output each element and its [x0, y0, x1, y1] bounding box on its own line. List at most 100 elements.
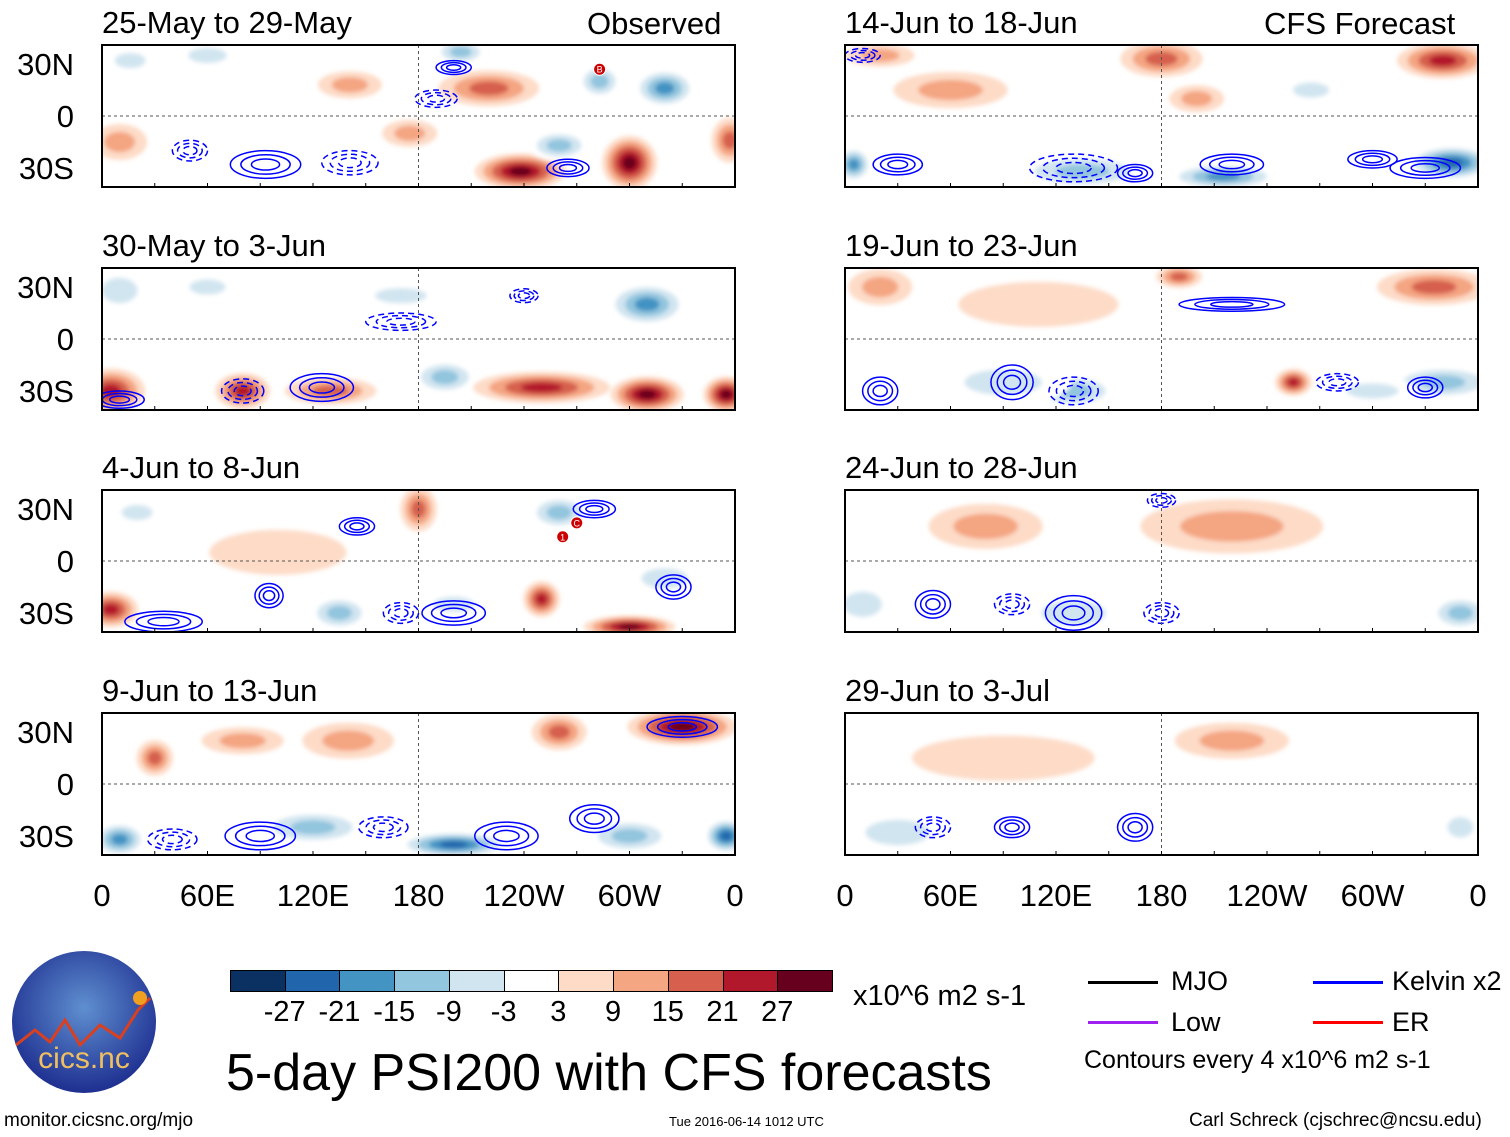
kelvin-contour [1347, 149, 1398, 169]
kelvin-contour [229, 149, 302, 180]
colorbar-swatch [284, 970, 341, 992]
kelvin-contour [1004, 822, 1020, 833]
colorbar-label: -15 [373, 996, 416, 1028]
lon-label: 120E [1019, 878, 1093, 913]
kelvin-contour [849, 49, 876, 61]
kelvin-contour [998, 819, 1026, 836]
kelvin-contour [421, 600, 487, 626]
colorbar-label: -9 [436, 996, 462, 1028]
kelvin-contour [1127, 821, 1143, 834]
kelvin-contour [925, 822, 941, 833]
anomaly-shading [326, 605, 352, 621]
colorbar-swatch [339, 970, 396, 992]
kelvin-contour [250, 158, 281, 171]
kelvin-contour [1146, 492, 1177, 509]
anomaly-shading [394, 125, 426, 141]
anomaly-shading [546, 505, 572, 520]
kelvin-contour [655, 574, 692, 600]
anomaly-shading [1411, 279, 1457, 295]
kelvin-contour [1399, 159, 1451, 176]
kelvin-contour [1053, 600, 1095, 626]
storm-marker [570, 516, 584, 530]
legend-mjo-line [1088, 981, 1158, 984]
lon-label: 0 [1469, 878, 1487, 913]
kelvin-contour [224, 821, 297, 851]
kelvin-contour [546, 158, 590, 178]
colorbar-label: 3 [550, 996, 567, 1028]
kelvin-contour [365, 312, 437, 332]
kelvin-contour [646, 715, 719, 738]
anomaly-shading [548, 724, 570, 740]
kelvin-contour [1061, 605, 1086, 621]
anomaly-shading [1346, 383, 1399, 399]
anomaly-shading [546, 139, 572, 152]
kelvin-contour [258, 586, 280, 605]
footer-url[interactable]: monitor.cicsnc.org/mjo [4, 1110, 194, 1131]
lon-label: 0 [836, 878, 854, 913]
anomaly-shading [641, 568, 688, 589]
anomaly-shading [865, 819, 931, 846]
contour-note: Contours every 4 x10^6 m2 s-1 [1084, 1046, 1431, 1074]
kelvin-contour [517, 292, 531, 300]
kelvin-contour [552, 161, 584, 175]
map-panel [844, 44, 1479, 188]
colorbar-swatch [667, 970, 724, 992]
kelvin-contour [1055, 380, 1092, 402]
legend-low-line [1088, 1021, 1158, 1024]
lon-label: 0 [93, 878, 111, 913]
anomaly-shading [102, 604, 120, 615]
kelvin-contour [513, 290, 535, 302]
anomaly-shading [862, 276, 899, 298]
cics-logo: cics.nc [12, 951, 156, 1093]
kelvin-contour [435, 59, 472, 76]
colorbar-swatch [230, 970, 286, 992]
lat-label: 0 [56, 322, 74, 357]
colorbar-label: 9 [605, 996, 622, 1028]
kelvin-contour [182, 145, 198, 156]
kelvin-contour [349, 522, 365, 531]
svg-text:cics.nc: cics.nc [38, 1042, 130, 1075]
anomaly-shading [1303, 581, 1442, 627]
colorbar-label: 27 [761, 996, 794, 1028]
anomaly-shading [1447, 817, 1474, 838]
kelvin-contour [919, 819, 946, 836]
kelvin-contour [1116, 163, 1154, 183]
storm-marker-label: B [597, 65, 603, 75]
kelvin-contour [338, 516, 376, 536]
map-panel [101, 712, 736, 856]
kelvin-contour [1315, 372, 1360, 392]
kelvin-contour [919, 593, 946, 615]
legend-low: Low [1171, 1007, 1221, 1037]
kelvin-contour [483, 825, 530, 847]
kelvin-contour [887, 159, 909, 170]
anomaly-shading [469, 81, 509, 96]
kelvin-contour [262, 590, 276, 602]
kelvin-contour [656, 718, 708, 735]
anomaly-shading [431, 370, 459, 385]
kelvin-contour [321, 149, 379, 176]
kelvin-contour [1412, 379, 1439, 396]
kelvin-contour [576, 808, 613, 830]
anomaly-shading [918, 79, 983, 101]
kelvin-contour [1410, 163, 1441, 173]
anomaly-shading [536, 593, 548, 605]
kelvin-contour [171, 139, 209, 162]
kelvin-contour [867, 380, 894, 402]
kelvin-contour [245, 829, 276, 843]
kelvin-contour [879, 156, 916, 173]
kelvin-contour [393, 608, 409, 618]
map-panel [844, 267, 1479, 411]
legend-er-line [1313, 1021, 1383, 1024]
anomaly-shading [634, 297, 660, 312]
map-panel [844, 489, 1479, 633]
colorbar-swatch [722, 970, 779, 992]
colorbar-label: -3 [490, 996, 517, 1028]
lat-label: 30S [18, 819, 74, 854]
kelvin-contour [493, 829, 520, 843]
kelvin-contour [993, 593, 1031, 616]
kelvin-contour [426, 94, 446, 103]
kelvin-contour [1042, 157, 1106, 179]
legend-kelvin-line [1313, 981, 1383, 984]
kelvin-contour [329, 153, 371, 172]
